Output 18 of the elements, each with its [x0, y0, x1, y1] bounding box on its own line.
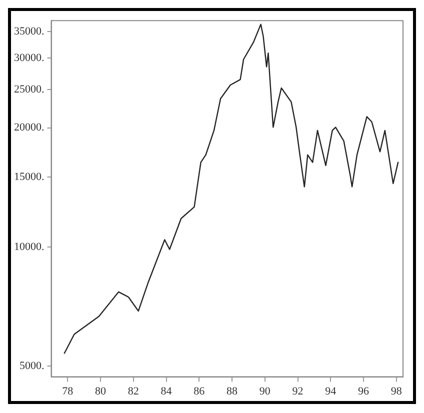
y-tick-label: 10000.	[14, 240, 44, 253]
x-tick-label: 96	[358, 385, 370, 398]
x-tick-label: 86	[194, 385, 206, 398]
x-tick-label: 80	[95, 385, 107, 398]
y-tick-label: 20000.	[14, 122, 44, 134]
x-tick-label: 84	[160, 385, 172, 398]
x-tick-label: 78	[62, 385, 74, 398]
y-tick-label: 30000.	[14, 52, 44, 64]
x-tick-label: 98	[390, 385, 402, 398]
y-tick-label: 25000.	[14, 83, 44, 96]
x-tick-label: 94	[325, 385, 337, 398]
x-tick-label: 92	[292, 385, 304, 398]
x-tick-label: 90	[259, 385, 271, 398]
y-tick-label: 5000.	[20, 360, 44, 372]
y-tick-label: 35000.	[14, 25, 44, 38]
y-tick-label: 15000.	[14, 171, 44, 184]
x-tick-label: 88	[226, 385, 238, 398]
x-tick-label: 82	[128, 385, 139, 398]
